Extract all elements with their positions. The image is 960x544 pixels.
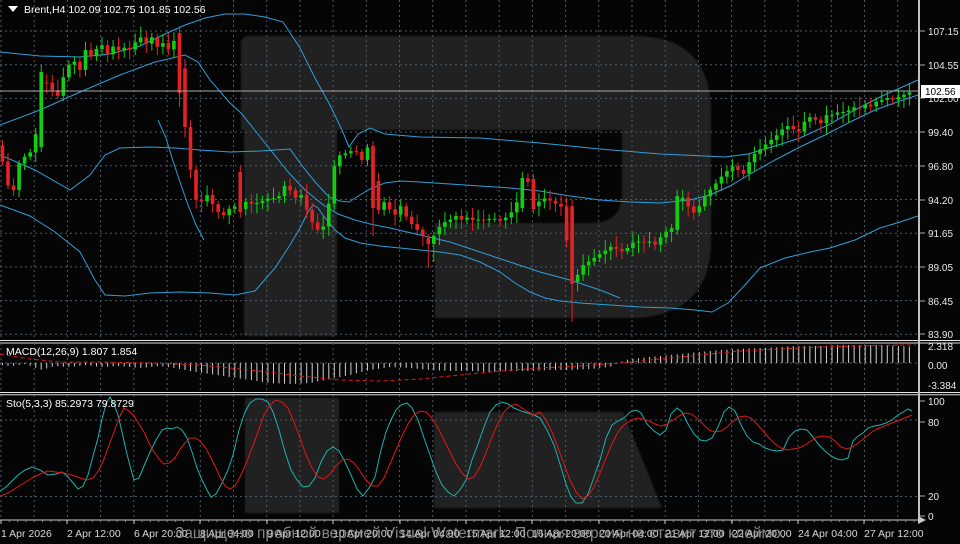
svg-text:83.90: 83.90 <box>928 330 953 341</box>
svg-text:22 Apr 20:00: 22 Apr 20:00 <box>732 528 792 540</box>
svg-text:91.65: 91.65 <box>928 229 953 240</box>
svg-text:MACD(12,26,9) 1.807 1.854: MACD(12,26,9) 1.807 1.854 <box>6 346 137 358</box>
svg-text:100: 100 <box>928 397 945 408</box>
svg-text:102.56: 102.56 <box>925 87 956 98</box>
svg-text:Brent,H4 102.09 102.75 101.85: Brent,H4 102.09 102.75 101.85 102.56 <box>24 4 206 16</box>
svg-text:6 Apr 20:00: 6 Apr 20:00 <box>134 528 188 540</box>
svg-text:102.00: 102.00 <box>928 94 959 105</box>
svg-text:89.05: 89.05 <box>928 263 953 274</box>
svg-text:20 Apr 04:00: 20 Apr 04:00 <box>599 528 659 540</box>
svg-text:107.15: 107.15 <box>928 27 959 38</box>
svg-text:0.00: 0.00 <box>928 361 948 372</box>
svg-text:24 Apr 04:00: 24 Apr 04:00 <box>798 528 858 540</box>
svg-text:99.40: 99.40 <box>928 128 953 139</box>
svg-text:86.45: 86.45 <box>928 297 953 308</box>
svg-text:21 Apr 12:00: 21 Apr 12:00 <box>665 528 725 540</box>
svg-text:27 Apr 12:00: 27 Apr 12:00 <box>864 528 924 540</box>
svg-text:80: 80 <box>928 418 940 429</box>
svg-text:Sto(5,3,3) 85.2973 79.8729: Sto(5,3,3) 85.2973 79.8729 <box>6 398 134 410</box>
svg-text:1 Apr 2026: 1 Apr 2026 <box>1 528 52 540</box>
svg-text:20: 20 <box>928 492 940 503</box>
svg-text:16 Apr 20:00: 16 Apr 20:00 <box>532 528 592 540</box>
svg-text:14 Apr 04:00: 14 Apr 04:00 <box>400 528 460 540</box>
svg-text:-3.384: -3.384 <box>928 381 957 392</box>
svg-text:104.55: 104.55 <box>928 61 959 72</box>
svg-text:94.20: 94.20 <box>928 196 953 207</box>
svg-text:10 Apr 20:00: 10 Apr 20:00 <box>333 528 393 540</box>
svg-text:8 Apr 04:00: 8 Apr 04:00 <box>200 528 254 540</box>
svg-text:0: 0 <box>928 512 934 523</box>
svg-text:15 Apr 12:00: 15 Apr 12:00 <box>466 528 526 540</box>
svg-text:9 Apr 12:00: 9 Apr 12:00 <box>267 528 321 540</box>
svg-text:96.80: 96.80 <box>928 162 953 173</box>
svg-text:2 Apr 12:00: 2 Apr 12:00 <box>67 528 121 540</box>
svg-text:Защищено пробной версией Visua: Защищено пробной версией Visual Watermar… <box>175 525 785 542</box>
svg-text:2.318: 2.318 <box>928 342 953 353</box>
